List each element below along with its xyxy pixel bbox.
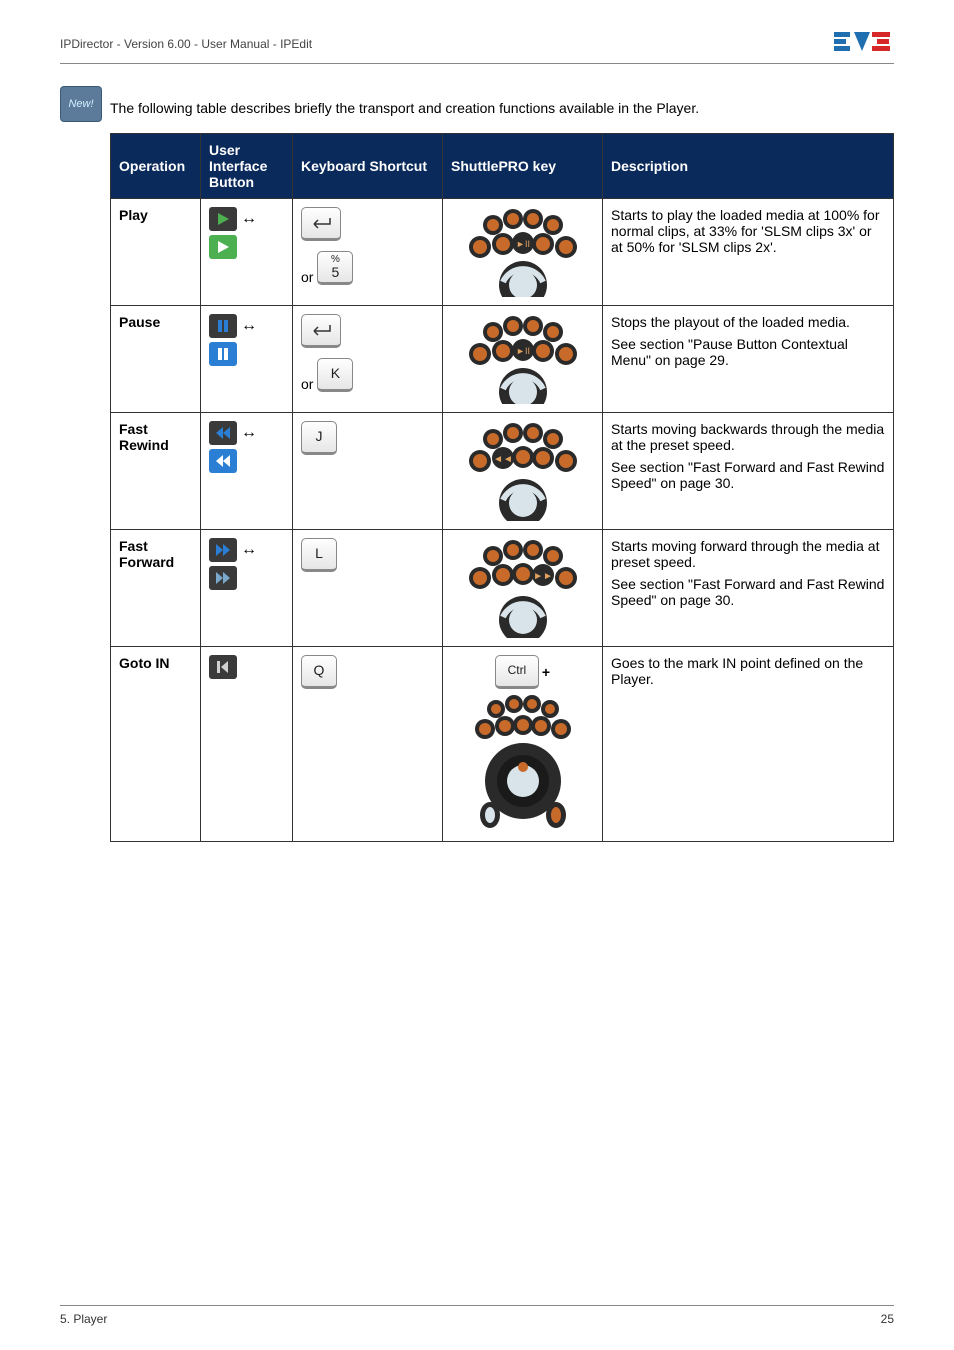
page-header: IPDirector - Version 6.00 - User Manual … xyxy=(60,30,894,64)
desc-pause-2: See section "Pause Button Contextual Men… xyxy=(611,336,885,368)
operations-table: Operation User Interface Button Keyboard… xyxy=(110,133,894,842)
shuttlepro-icon: ◄◄ xyxy=(458,421,588,521)
col-description: Description xyxy=(603,134,894,199)
op-fast-forward: Fast Forward xyxy=(111,530,201,647)
shuttlepro-icon: ►II xyxy=(458,314,588,404)
desc-frwd-2: See section "Fast Forward and Fast Rewin… xyxy=(611,459,885,491)
footer-right: 25 xyxy=(881,1312,894,1326)
or-label: or xyxy=(301,376,313,392)
pause-icon[interactable] xyxy=(209,342,237,366)
col-shuttle: ShuttlePRO key xyxy=(443,134,603,199)
desc-pause-1: Stops the playout of the loaded media. xyxy=(611,314,885,330)
svg-text:►►: ►► xyxy=(533,571,553,582)
footer-left: 5. Player xyxy=(60,1312,107,1326)
plus-icon: + xyxy=(542,664,550,680)
page-footer: 5. Player 25 xyxy=(60,1305,894,1326)
desc-ffwd-1: Starts moving forward through the media … xyxy=(611,538,885,570)
enter-key[interactable] xyxy=(301,207,341,241)
desc-ffwd-2: See section "Fast Forward and Fast Rewin… xyxy=(611,576,885,608)
col-keyboard: Keyboard Shortcut xyxy=(293,134,443,199)
table-row: Fast Rewind ↔ xyxy=(111,413,894,530)
desc-frwd-1: Starts moving backwards through the medi… xyxy=(611,421,885,453)
op-play: Play xyxy=(111,199,201,306)
l-key[interactable]: L xyxy=(301,538,337,572)
new-badge: New! xyxy=(60,86,102,122)
fast-forward-icon[interactable] xyxy=(209,566,237,590)
desc-play: Starts to play the loaded media at 100% … xyxy=(603,199,894,306)
svg-text:►II: ►II xyxy=(516,239,530,249)
q-key[interactable]: Q xyxy=(301,655,337,689)
op-goto-in: Goto IN xyxy=(111,647,201,842)
fast-rewind-icon[interactable] xyxy=(209,449,237,473)
fast-rewind-icon[interactable] xyxy=(209,421,237,445)
enter-key[interactable] xyxy=(301,314,341,348)
percent-5-key[interactable]: % 5 xyxy=(317,251,353,285)
toggle-icon: ↔ xyxy=(241,211,257,227)
toggle-icon: ↔ xyxy=(241,318,257,334)
intro-text: The following table describes briefly th… xyxy=(110,98,894,119)
toggle-icon: ↔ xyxy=(241,542,257,558)
evs-logo xyxy=(834,30,894,57)
pause-icon[interactable] xyxy=(209,314,237,338)
toggle-icon: ↔ xyxy=(241,425,257,441)
fast-forward-icon[interactable] xyxy=(209,538,237,562)
ctrl-key[interactable]: Ctrl xyxy=(495,655,539,689)
desc-goto-in: Goes to the mark IN point defined on the… xyxy=(603,647,894,842)
svg-text:►II: ►II xyxy=(516,346,530,356)
op-fast-rewind: Fast Rewind xyxy=(111,413,201,530)
play-icon[interactable] xyxy=(209,235,237,259)
shuttlepro-icon: ►► xyxy=(458,538,588,638)
col-ui-button: User Interface Button xyxy=(201,134,293,199)
or-label: or xyxy=(301,269,313,285)
play-icon[interactable] xyxy=(209,207,237,231)
shuttlepro-icon xyxy=(468,693,578,833)
table-row: Fast Forward ↔ xyxy=(111,530,894,647)
table-row: Pause ↔ xyxy=(111,306,894,413)
k-key[interactable]: K xyxy=(317,358,353,392)
header-title: IPDirector - Version 6.00 - User Manual … xyxy=(60,37,312,51)
j-key[interactable]: J xyxy=(301,421,337,455)
col-operation: Operation xyxy=(111,134,201,199)
new-badge-label: New! xyxy=(68,98,93,110)
goto-in-icon[interactable] xyxy=(209,655,237,679)
svg-text:◄◄: ◄◄ xyxy=(493,454,513,465)
shuttlepro-icon: ►II xyxy=(458,207,588,297)
table-row: Goto IN Q xyxy=(111,647,894,842)
op-pause: Pause xyxy=(111,306,201,413)
table-row: Play ↔ xyxy=(111,199,894,306)
